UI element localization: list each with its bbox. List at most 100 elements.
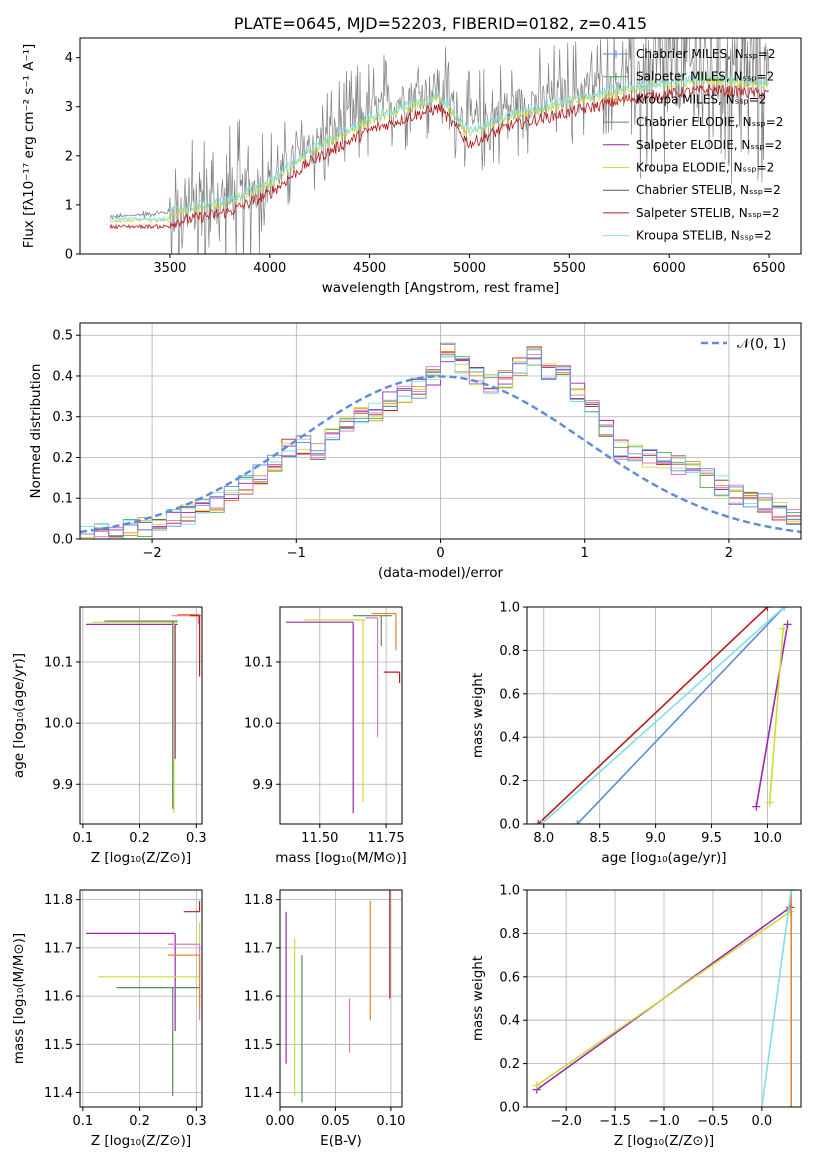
y-tick-label: 11.5 <box>244 1038 273 1053</box>
x-tick-label: 0.2 <box>129 831 150 846</box>
y-tick-label: 0.4 <box>499 1014 520 1029</box>
y-tick-label: 0.5 <box>52 329 73 344</box>
weight-point-0-0 <box>573 820 582 824</box>
x-tick-label: 0.05 <box>321 1114 350 1129</box>
x-tick-label: 9.0 <box>645 831 666 846</box>
errorbar-5 <box>383 671 401 683</box>
errorbar-5 <box>183 900 201 913</box>
x-tick-label: 11.75 <box>367 831 404 846</box>
residual-histogram-7 <box>80 349 801 537</box>
weight-point-3-0 <box>757 1103 766 1107</box>
observed-spectrum <box>109 38 770 254</box>
x-tick-label: 6500 <box>752 261 785 276</box>
y-tick-label: 0.4 <box>52 369 73 384</box>
y-tick-label: 10.0 <box>44 717 73 732</box>
y-tick-label: 11.6 <box>244 990 273 1005</box>
weight-point-3-0 <box>765 798 774 807</box>
plot-area-weight-vs-age <box>534 607 792 824</box>
y-tick-label: 11.5 <box>44 1038 73 1053</box>
y-axis-label: mass weight <box>470 673 486 758</box>
panel-residuals: −2 −1 0 1 2 0.0 0.1 0.2 0.3 0.4 0.5 (data-model)/er… <box>28 322 802 581</box>
y-tick-label: 0.6 <box>499 970 520 985</box>
x-tick-label: 4500 <box>353 261 386 276</box>
weight-point-1-0 <box>534 820 543 824</box>
weight-series-0 <box>576 607 785 824</box>
errorbar-4 <box>371 612 397 651</box>
plot-area-mass-vs-Z <box>86 900 201 1097</box>
y-tick-label: 10.1 <box>244 656 273 671</box>
weight-point-1-0 <box>532 1081 541 1090</box>
y-tick-label: 0.2 <box>52 451 73 466</box>
y-tick-label: 11.6 <box>44 990 73 1005</box>
legend-label: Kroupa MILES, Nₛₛₚ=2 <box>636 92 766 106</box>
plot-area-mass-vs-EBV <box>285 890 391 1103</box>
x-tick-label: 8.0 <box>533 831 554 846</box>
legend: 𝒩(0, 1) <box>701 336 786 352</box>
errorbar-2 <box>104 620 178 809</box>
plot-area-age-vs-mass <box>286 612 401 814</box>
errorbar-1 <box>92 621 178 814</box>
legend-label: 𝒩(0, 1) <box>737 336 786 352</box>
weight-point-1-1 <box>763 607 772 611</box>
plot-area-weight-vs-Z <box>532 890 796 1107</box>
errorbar-0 <box>86 623 178 759</box>
x-tick-label: 1 <box>581 546 589 561</box>
y-axis-label: age [log₁₀(age/yr)] <box>11 653 27 778</box>
y-tick-label: 0.0 <box>499 818 520 833</box>
y-tick-label: 11.7 <box>44 941 73 956</box>
normal-curve <box>80 375 801 534</box>
weight-series-3 <box>768 628 784 803</box>
x-tick-label: 9.5 <box>701 831 722 846</box>
weight-point-4-0 <box>537 820 546 824</box>
weight-point-3-1 <box>779 624 788 633</box>
x-tick-label: 0.3 <box>186 1114 207 1129</box>
y-tick-label: 11.4 <box>44 1086 73 1101</box>
y-tick-label: 0.2 <box>499 774 520 789</box>
y-tick-label: 0.8 <box>499 644 520 659</box>
legend-label: Salpeter MILES, Nₛₛₚ=2 <box>636 70 774 84</box>
y-tick-label: 0 <box>65 248 73 263</box>
chart-title: PLATE=0645, MJD=52203, FIBERID=0182, z=0… <box>234 14 647 33</box>
x-tick-label: −0.5 <box>697 1114 729 1129</box>
axes-frame <box>279 606 403 825</box>
x-tick-label: 8.5 <box>589 831 610 846</box>
x-tick-label: 11.50 <box>301 831 338 846</box>
y-tick-label: 0.6 <box>499 687 520 702</box>
y-tick-label: 3 <box>65 100 73 115</box>
panel-age-vs-Z: 0.1 0.2 0.3 9.9 10.0 10.1 Z [log₁₀(Z/Z⊙)] age [… <box>11 606 207 866</box>
x-tick-label: 0.3 <box>186 831 207 846</box>
axes-frame <box>79 606 203 825</box>
y-tick-label: 11.4 <box>244 1086 273 1101</box>
x-tick-label: 0.2 <box>129 1114 150 1129</box>
axes-frame <box>79 889 203 1108</box>
panel-age-vs-mass: 11.50 11.75 9.9 10.0 10.1 mass [log₁₀(M/M⊙)] <box>244 606 407 866</box>
y-tick-label: 9.9 <box>52 778 73 793</box>
legend-label: Chabrier ELODIE, Nₛₛₚ=2 <box>636 115 783 129</box>
panel-mass-vs-Z: 0.1 0.2 0.3 11.4 11.5 11.6 11.7 11.8 Z [log₁₀(Z/… <box>11 889 207 1149</box>
y-axis-label: Flux [fλ10⁻¹⁷ erg cm⁻² s⁻¹ A⁻¹] <box>21 44 37 249</box>
x-tick-label: 6000 <box>653 261 686 276</box>
y-tick-label: 0.0 <box>499 1101 520 1116</box>
y-axis-label: mass [log₁₀(M/M⊙)] <box>11 933 27 1064</box>
panel-spectrum: 3500 4000 4500 5000 5500 6000 6500 0 1 2 3 4 wavelen… <box>21 14 802 296</box>
y-axis-label: mass weight <box>470 956 486 1041</box>
y-tick-label: 0.3 <box>52 410 73 425</box>
legend-marker <box>612 50 620 58</box>
legend-label: Chabrier MILES, Nₛₛₚ=2 <box>636 47 776 61</box>
x-tick-label: 3500 <box>153 261 186 276</box>
x-axis-label: E(B-V) <box>320 1133 362 1149</box>
y-tick-label: 11.7 <box>244 941 273 956</box>
errorbar-0 <box>86 932 176 1032</box>
axes-frame <box>279 889 403 1108</box>
legend-marker <box>612 72 620 81</box>
panel-weight-vs-Z: −2.0 −1.5 −1.0 −0.5 0.0 0.0 0.2 0.4 0.6 0.8 1.0 Z [… <box>470 884 802 1149</box>
model-spectrum-0 <box>109 83 770 230</box>
y-tick-label: 4 <box>65 51 73 66</box>
x-tick-label: 0.00 <box>266 1114 295 1129</box>
y-tick-label: 0.4 <box>499 731 520 746</box>
weight-point-4-1 <box>780 607 789 611</box>
y-tick-label: 2 <box>65 149 73 164</box>
y-axis-label: Normed distribution <box>28 364 44 499</box>
panel-weight-vs-age: 8.0 8.5 9.0 9.5 10.0 0.0 0.2 0.4 0.6 0.8 1.0 age [l… <box>470 601 802 866</box>
y-tick-label: 0.8 <box>499 927 520 942</box>
